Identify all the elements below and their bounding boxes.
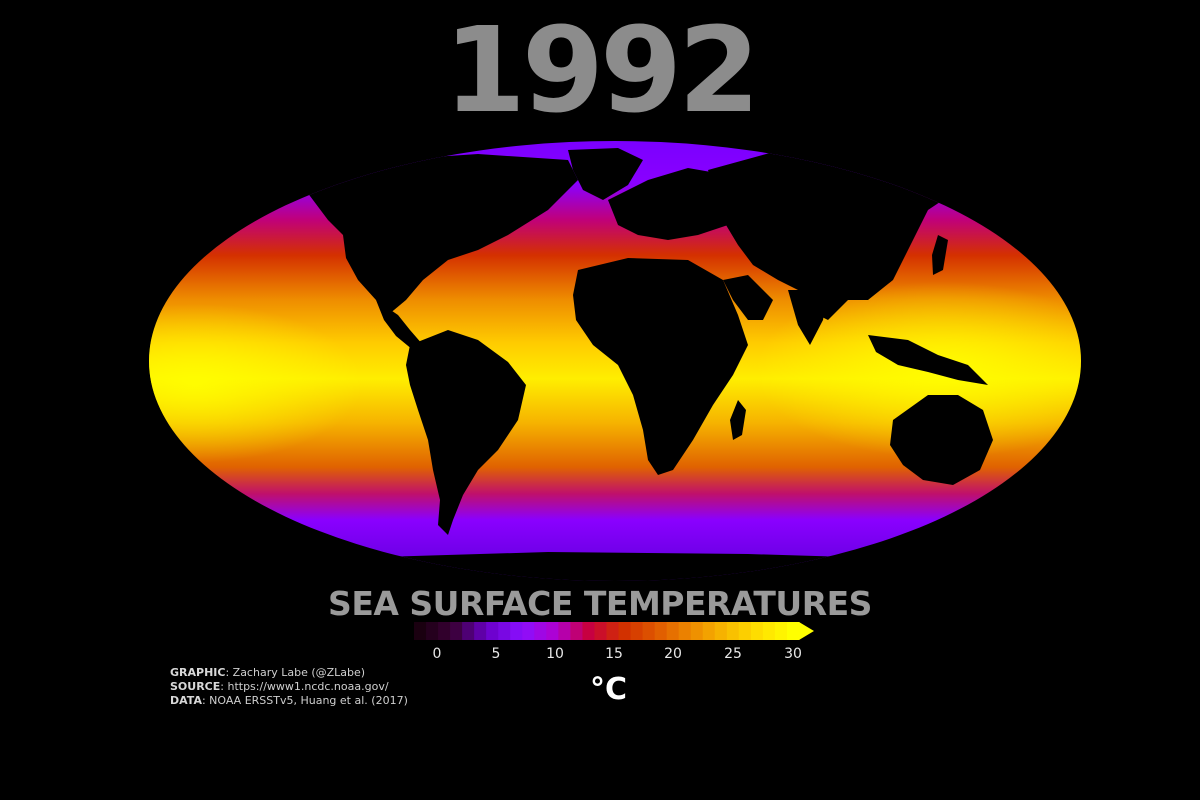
colorbar-segment bbox=[786, 622, 800, 640]
colorbar-segment bbox=[582, 622, 595, 640]
credit-source: SOURCE: https://www1.ncdc.noaa.gov/ bbox=[170, 680, 389, 693]
sst-map bbox=[148, 140, 1082, 582]
colorbar-segment bbox=[690, 622, 704, 640]
tick-label: 10 bbox=[546, 646, 564, 662]
colorbar-segment bbox=[414, 622, 427, 640]
colorbar-segment bbox=[642, 622, 656, 640]
colorbar-segment bbox=[486, 622, 499, 640]
colorbar-segment bbox=[558, 622, 571, 640]
chart-title: SEA SURFACE TEMPERATURES bbox=[328, 584, 872, 623]
tick-label: 25 bbox=[724, 646, 742, 662]
colorbar-segment bbox=[678, 622, 692, 640]
australia bbox=[890, 395, 993, 485]
credits: GRAPHIC: Zachary Labe (@ZLabe) SOURCE: h… bbox=[170, 666, 408, 708]
unit-label: °C bbox=[590, 672, 628, 707]
colorbar-segment bbox=[594, 622, 607, 640]
india bbox=[788, 290, 828, 345]
tick-label: 5 bbox=[491, 646, 501, 662]
colorbar-segment bbox=[546, 622, 559, 640]
tick-label: 20 bbox=[664, 646, 682, 662]
colorbar-segment bbox=[666, 622, 680, 640]
colorbar-segment bbox=[498, 622, 511, 640]
central-america bbox=[376, 300, 423, 350]
year-title: 1992 bbox=[443, 1, 760, 139]
credit-data: DATA: NOAA ERSSTv5, Huang et al. (2017) bbox=[170, 694, 408, 707]
colorbar-segment bbox=[534, 622, 547, 640]
colorbar-segment bbox=[750, 622, 764, 640]
colorbar-segment bbox=[474, 622, 487, 640]
colorbar-segment bbox=[714, 622, 728, 640]
colorbar-segment bbox=[774, 622, 788, 640]
credit-graphic: GRAPHIC: Zachary Labe (@ZLabe) bbox=[170, 666, 366, 679]
maritime-continent bbox=[868, 335, 988, 385]
colorbar-segment bbox=[618, 622, 632, 640]
landmasses bbox=[149, 144, 1081, 581]
colorbar-segment bbox=[738, 622, 752, 640]
colorbar-segment bbox=[450, 622, 463, 640]
south-america bbox=[406, 330, 526, 535]
tick-label: 15 bbox=[605, 646, 623, 662]
colorbar bbox=[414, 622, 814, 640]
colorbar-segment bbox=[726, 622, 740, 640]
tick-label: 30 bbox=[784, 646, 802, 662]
north-america bbox=[298, 154, 578, 315]
colorbar-segment bbox=[702, 622, 716, 640]
arabia bbox=[723, 275, 773, 320]
tick-label: 0 bbox=[432, 646, 442, 662]
madagascar bbox=[730, 400, 746, 440]
colorbar-segment bbox=[426, 622, 439, 640]
colorbar-extend-arrow bbox=[799, 622, 814, 640]
asia bbox=[708, 144, 958, 320]
colorbar-segment bbox=[522, 622, 535, 640]
antarctica bbox=[149, 552, 1081, 581]
colorbar-segment bbox=[654, 622, 668, 640]
colorbar-segment bbox=[570, 622, 583, 640]
colorbar-segment bbox=[606, 622, 620, 640]
africa bbox=[573, 258, 748, 475]
colorbar-segment bbox=[510, 622, 523, 640]
colorbar-segment bbox=[438, 622, 451, 640]
colorbar-segment bbox=[462, 622, 475, 640]
world-map-svg bbox=[149, 141, 1081, 581]
colorbar-segment bbox=[762, 622, 776, 640]
colorbar-segment bbox=[630, 622, 644, 640]
greenland bbox=[568, 148, 643, 200]
colorbar-ticks: 0 5 10 15 20 25 30 bbox=[0, 646, 1200, 668]
ocean-field bbox=[149, 141, 1081, 581]
new-zealand bbox=[1012, 470, 1030, 500]
japan bbox=[932, 235, 948, 275]
